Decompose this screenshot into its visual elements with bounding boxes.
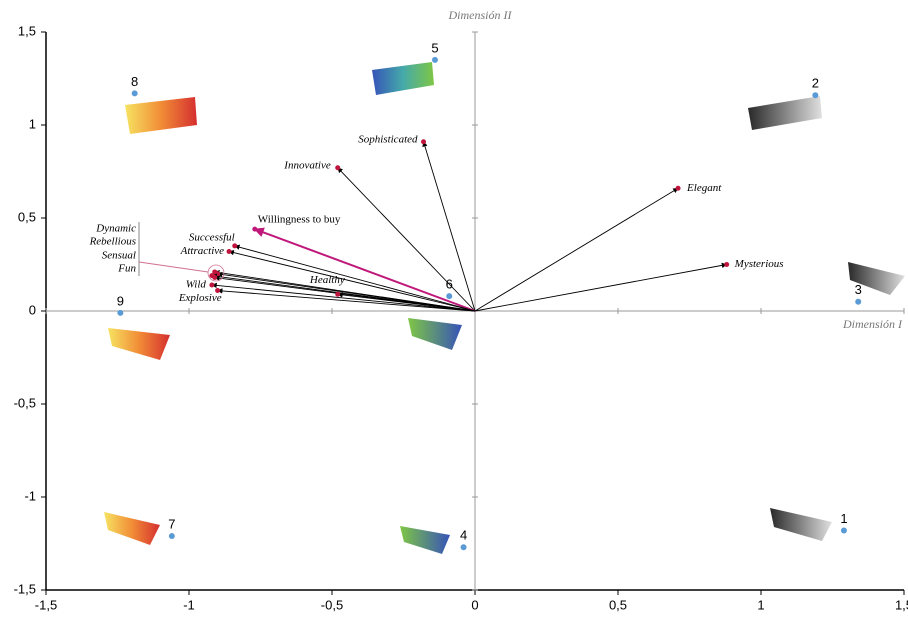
product-point [461,544,467,550]
y-tick-label: 0 [29,302,36,317]
product-label: 2 [812,76,819,91]
product-point [841,527,847,533]
x-tick-label: 1,5 [895,597,908,612]
attribute-point [227,249,232,254]
attribute-label: Explosive [178,292,222,304]
attribute-label: Successful [189,231,235,243]
product-label: 9 [117,293,124,308]
product-point [812,92,818,98]
y-tick-label: -1,5 [14,581,36,596]
attribute-label: Sophisticated [358,133,418,145]
x-tick-label: 1 [757,597,764,612]
attribute-point [232,243,237,248]
product-label: 6 [446,277,453,292]
attribute-label: Sensual [102,250,136,262]
vector-arrow [255,229,475,311]
attribute-label: Dynamic [95,223,136,235]
attribute-label: Fun [117,263,136,275]
attribute-label: Wild [186,278,207,290]
attribute-point [421,139,426,144]
y-tick-label: 0,5 [18,209,36,224]
product-label: 4 [460,528,467,543]
product-label: 5 [431,40,438,55]
attribute-point [676,186,681,191]
attribute-point [209,282,214,287]
attribute-point [724,262,729,267]
product-label: 7 [168,516,175,531]
attribute-label: Rebellious [89,236,136,248]
x-tick-label: -1 [183,597,195,612]
x-tick-label: 0,5 [609,597,627,612]
attribute-label: Attractive [180,245,224,257]
vector-arrow [338,168,475,311]
chart: -1,5 -1 -0,5 0 0,5 1 1,5 -1,5 -1 -0,5 0 0,5 1 1,5 Soph… [0,0,908,628]
x-tick-label: -0,5 [321,597,343,612]
y-tick-label: -1 [24,488,36,503]
y-tick-label: 1,5 [18,23,36,38]
y-tick-label: 1 [29,116,36,131]
product-label: 3 [855,282,862,297]
y-axis-title: Dimensión II [448,8,513,22]
attribute-label: Healthy [309,274,345,286]
attribute-point [252,227,257,232]
attribute-label: Elegant [686,182,722,194]
product-point [117,310,123,316]
x-axis-title: Dimensión I [842,317,903,331]
x-tick-label: 0 [471,597,478,612]
attribute-label: Innovative [283,159,331,171]
package-images [104,62,905,554]
cluster-leader [139,262,208,272]
attribute-label: Willingness to buy [258,214,341,226]
attribute-point [335,165,340,170]
product-point [855,299,861,305]
attribute-point [212,275,217,280]
product-label: 1 [840,511,847,526]
vector-arrow [212,285,475,311]
y-tick-label: -0,5 [14,395,36,410]
product-point [446,293,452,299]
product-label: 8 [131,74,138,89]
attribute-label: Mysterious [734,258,784,270]
product-point [132,90,138,96]
product-point [432,57,438,63]
product-point [169,533,175,539]
x-tick-label: -1,5 [35,597,57,612]
attribute-point [335,292,340,297]
